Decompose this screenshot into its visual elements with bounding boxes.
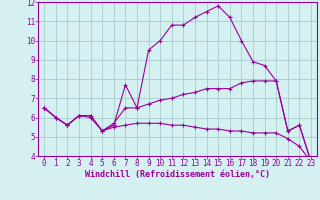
X-axis label: Windchill (Refroidissement éolien,°C): Windchill (Refroidissement éolien,°C) — [85, 170, 270, 179]
